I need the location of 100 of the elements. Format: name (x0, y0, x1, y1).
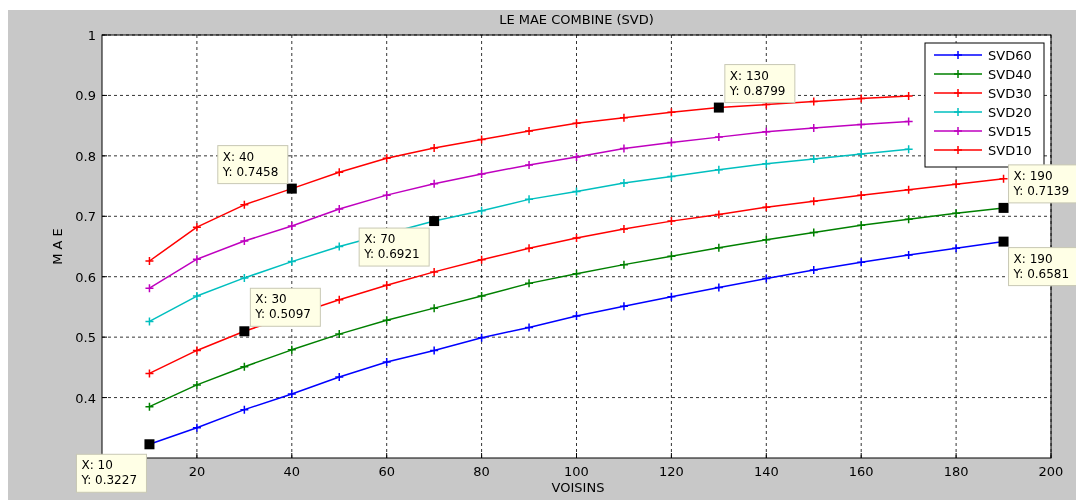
point (192, 423, 202, 433)
x-tick-label: 20 (188, 464, 206, 479)
point (809, 154, 819, 164)
x-tick-label: 120 (658, 464, 684, 479)
point (714, 209, 724, 220)
point (761, 235, 772, 245)
point (903, 144, 914, 154)
legend-label: SVD30 (988, 86, 1032, 101)
point (192, 254, 202, 264)
point (809, 123, 819, 133)
point (429, 303, 439, 313)
point (524, 278, 534, 289)
annotation: X: 10 Y: 0.3227 (80, 458, 138, 488)
point (619, 259, 629, 270)
point (381, 357, 392, 367)
point (951, 179, 961, 190)
point (239, 200, 250, 210)
point (192, 345, 202, 356)
point (856, 220, 866, 231)
point (381, 280, 392, 290)
point (524, 322, 534, 333)
point (666, 216, 677, 226)
point (571, 118, 582, 128)
legend-label: SVD10 (988, 143, 1032, 158)
x-tick-label: 160 (848, 464, 874, 479)
point (571, 233, 582, 243)
point (619, 301, 629, 312)
point (192, 380, 202, 390)
point (334, 372, 344, 382)
y-tick-label: 0.6 (75, 269, 96, 285)
annotation: X: 40 Y: 0.7458 (221, 149, 279, 179)
point (144, 256, 155, 266)
point (856, 257, 866, 267)
point (809, 227, 819, 238)
y-axis-title: M A E (50, 228, 65, 265)
point (476, 291, 487, 301)
point (903, 91, 914, 101)
legend-label: SVD15 (988, 124, 1032, 139)
point (714, 282, 724, 293)
point (951, 243, 961, 254)
legend-label: SVD20 (988, 105, 1032, 120)
x-tick-label: 140 (753, 464, 779, 479)
y-tick-label: 0.9 (75, 88, 96, 104)
point (619, 143, 629, 154)
point (856, 119, 866, 130)
annotation: X: 190 Y: 0.6581 (1012, 251, 1070, 281)
point (192, 222, 202, 232)
point (334, 329, 344, 339)
point (287, 221, 297, 231)
y-tick-label: 0.4 (75, 390, 96, 406)
point (998, 174, 1009, 184)
annotation: X: 70 Y: 0.6921 (363, 232, 420, 262)
x-tick-label: 60 (378, 464, 395, 479)
point (144, 283, 155, 293)
point (476, 255, 487, 265)
y-tick-label: 0.5 (75, 330, 96, 346)
y-tick-label: 1 (87, 28, 96, 43)
x-tick-label: 180 (943, 464, 969, 479)
y-tick-label: 0.7 (75, 209, 96, 225)
x-tick-label: 80 (473, 464, 490, 479)
point (619, 113, 629, 123)
point (809, 96, 819, 107)
point (714, 132, 724, 142)
point (524, 194, 534, 205)
point (571, 311, 582, 321)
point (903, 250, 914, 260)
point (287, 345, 297, 355)
point (334, 204, 344, 214)
legend-label: SVD40 (988, 67, 1032, 82)
annotation: X: 30 Y: 0.5097 (254, 292, 311, 322)
x-tick-label: 100 (564, 464, 589, 479)
point (381, 190, 392, 200)
point (524, 243, 534, 254)
point (192, 291, 202, 301)
legend-label: SVD60 (988, 48, 1032, 63)
annotation: X: 190 Y: 0.7139 (1012, 168, 1070, 198)
point (381, 315, 392, 325)
point (809, 196, 819, 206)
chart-title: LE MAE COMBINE (SVD) (499, 12, 654, 27)
point (239, 273, 250, 283)
point (287, 256, 297, 267)
point (429, 345, 439, 356)
point (666, 251, 677, 261)
point (714, 242, 724, 253)
point (476, 206, 487, 216)
point (429, 178, 439, 189)
point (856, 93, 866, 104)
point (429, 267, 439, 277)
point (951, 208, 961, 219)
point (714, 165, 724, 175)
point (287, 389, 297, 399)
point (239, 362, 250, 372)
annotation: X: 130 Y: 0.8799 (728, 68, 786, 98)
x-axis-title: VOISINS (551, 480, 605, 495)
y-tick-label: 0.8 (75, 148, 96, 164)
point (856, 190, 866, 200)
point (809, 265, 819, 275)
x-tick-label: 200 (1038, 464, 1064, 479)
point (524, 160, 534, 170)
point (239, 236, 250, 246)
